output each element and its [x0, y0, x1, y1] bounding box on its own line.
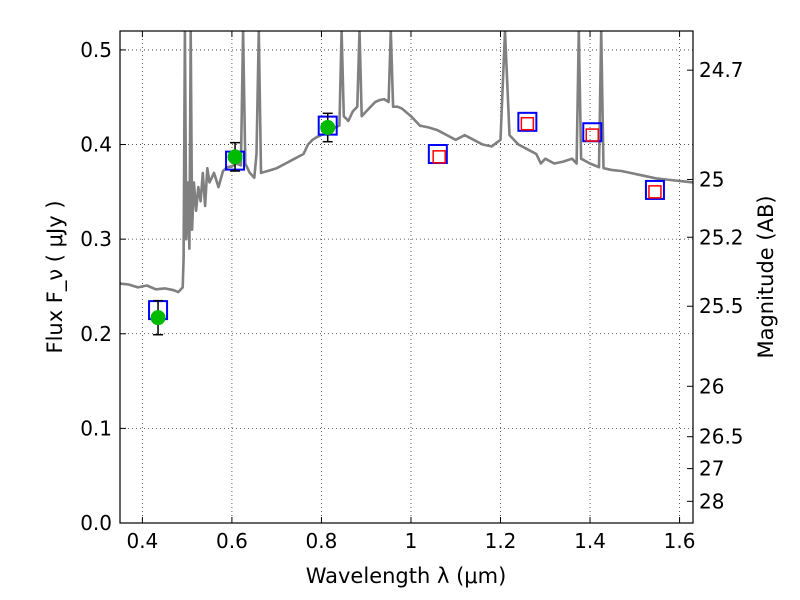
- marker-layer: [148, 111, 665, 336]
- model-square-marker: [427, 144, 448, 164]
- model-square-marker: [644, 179, 665, 200]
- right-tick-label: 26: [699, 374, 724, 398]
- y-tick-label: 0.2: [80, 322, 112, 346]
- x-tick-label: 1.4: [574, 529, 606, 553]
- right-axis-label: Magnitude (AB): [754, 195, 778, 358]
- right-tick-label: 28: [699, 489, 724, 513]
- y-tick-label: 0.4: [80, 133, 112, 157]
- x-tick-label: 1.6: [664, 529, 696, 553]
- right-tick-label: 24.7: [699, 58, 744, 82]
- y-axis-label: Flux F_ν ( μJy ): [43, 200, 68, 353]
- y-tick-label: 0.0: [80, 511, 112, 535]
- spectrum-layer: [120, 31, 693, 294]
- observed-point: [150, 310, 166, 326]
- x-tick-label: 0.8: [306, 529, 338, 553]
- x-tick-label: 0.6: [216, 529, 248, 553]
- right-tick-label: 25.5: [699, 294, 744, 318]
- tick-layer: 0.4 0.6 0.8 1 1.2 1.4 1.6 0.0 0.1 0.2 0.3 0.4 0.5 24.…: [80, 31, 744, 553]
- y-tick-label: 0.5: [80, 38, 112, 62]
- upper-limit-marker: [432, 150, 446, 164]
- observed-point: [227, 149, 243, 165]
- right-tick-label: 25: [699, 167, 724, 191]
- upper-limit-marker: [648, 185, 662, 199]
- x-tick-label: 1.2: [485, 529, 517, 553]
- y-tick-label: 0.1: [80, 416, 112, 440]
- x-axis-label: Wavelength λ (μm): [306, 564, 507, 588]
- y-tick-label: 0.3: [80, 227, 112, 251]
- observed-point: [320, 120, 336, 136]
- plot-frame: [119, 30, 694, 524]
- model-square-marker: [517, 111, 538, 132]
- x-tick-label: 0.4: [126, 529, 158, 553]
- spectrum-line: [120, 31, 693, 294]
- grid-layer: [120, 31, 693, 523]
- x-tick-label: 1: [405, 529, 418, 553]
- right-tick-label: 27: [699, 457, 724, 481]
- upper-limit-marker: [585, 128, 600, 142]
- right-tick-label: 26.5: [699, 425, 744, 449]
- right-tick-label: 25.2: [699, 225, 744, 249]
- upper-limit-marker: [520, 116, 535, 131]
